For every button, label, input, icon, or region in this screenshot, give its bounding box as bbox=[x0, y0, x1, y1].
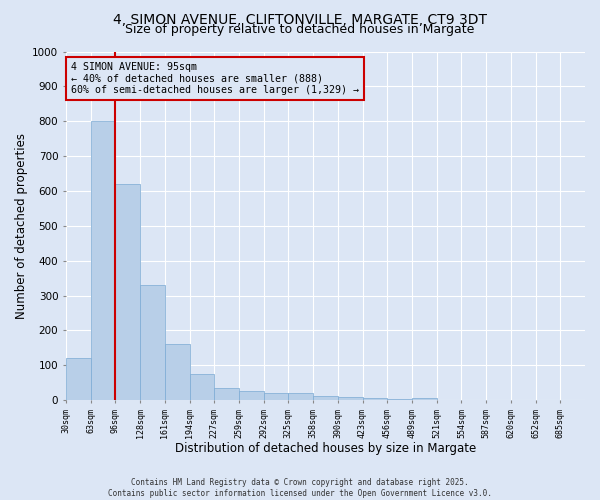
Bar bbox=[289, 393, 313, 400]
Bar bbox=[387, 399, 412, 400]
Bar bbox=[165, 344, 190, 400]
Bar bbox=[362, 398, 387, 400]
Text: Contains HM Land Registry data © Crown copyright and database right 2025.
Contai: Contains HM Land Registry data © Crown c… bbox=[108, 478, 492, 498]
Bar bbox=[140, 285, 165, 400]
Bar bbox=[214, 388, 239, 400]
Y-axis label: Number of detached properties: Number of detached properties bbox=[15, 133, 28, 319]
Text: 4 SIMON AVENUE: 95sqm
← 40% of detached houses are smaller (888)
60% of semi-det: 4 SIMON AVENUE: 95sqm ← 40% of detached … bbox=[71, 62, 359, 95]
Bar bbox=[115, 184, 140, 400]
Bar bbox=[239, 392, 263, 400]
Bar bbox=[412, 398, 437, 400]
Text: Size of property relative to detached houses in Margate: Size of property relative to detached ho… bbox=[125, 22, 475, 36]
Text: 4, SIMON AVENUE, CLIFTONVILLE, MARGATE, CT9 3DT: 4, SIMON AVENUE, CLIFTONVILLE, MARGATE, … bbox=[113, 12, 487, 26]
Bar bbox=[263, 393, 289, 400]
Bar bbox=[313, 396, 338, 400]
Bar bbox=[91, 121, 115, 400]
Bar bbox=[338, 398, 362, 400]
X-axis label: Distribution of detached houses by size in Margate: Distribution of detached houses by size … bbox=[175, 442, 476, 455]
Bar bbox=[190, 374, 214, 400]
Bar bbox=[66, 358, 91, 400]
